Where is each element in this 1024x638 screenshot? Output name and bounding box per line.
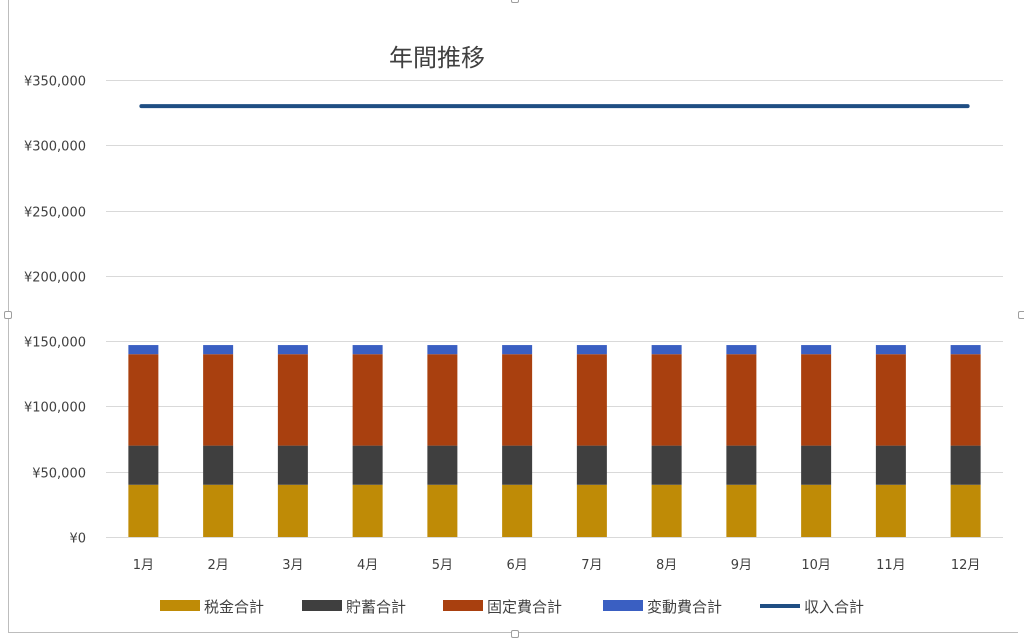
x-tick-label: 10月 (801, 558, 831, 573)
bar-segment (651, 484, 682, 537)
x-tick-label: 9月 (731, 558, 752, 573)
y-tick-label: ¥0 (69, 532, 86, 547)
legend-label: 変動費合計 (647, 598, 722, 616)
x-tick-label: 5月 (432, 558, 453, 573)
bar-segment (576, 345, 607, 355)
y-tick-label: ¥50,000 (32, 467, 86, 482)
x-tick-label: 7月 (581, 558, 602, 573)
legend-swatch (160, 600, 200, 611)
y-tick-label: ¥300,000 (24, 140, 86, 155)
resize-handle-left[interactable] (4, 311, 12, 319)
bar-segment (277, 445, 308, 485)
bar-segment (875, 445, 906, 485)
legend-label: 固定費合計 (487, 598, 562, 616)
bar-segment (128, 354, 159, 446)
bar-segment (352, 484, 383, 537)
bar-segment (352, 354, 383, 446)
y-tick-label: ¥200,000 (24, 271, 86, 286)
legend-swatch (603, 600, 643, 611)
bar-segment (651, 445, 682, 485)
resize-handle-right[interactable] (1018, 311, 1024, 319)
bar-segment (128, 445, 159, 485)
x-tick-label: 11月 (876, 558, 906, 573)
bar-segment (950, 354, 981, 446)
chart-title: 年間推移 (389, 44, 485, 72)
legend-swatch (443, 600, 483, 611)
bar-segment (726, 354, 757, 446)
bar-segment (950, 484, 981, 537)
bar-segment (651, 354, 682, 446)
bar-segment (128, 484, 159, 537)
bar-segment (502, 484, 533, 537)
x-tick-label: 3月 (282, 558, 303, 573)
bar-segment (726, 345, 757, 355)
bar-segment (875, 484, 906, 537)
bar-segment (203, 345, 234, 355)
bar-segment (576, 484, 607, 537)
bar-segment (277, 345, 308, 355)
bar-segment (427, 484, 458, 537)
bar-segment (277, 484, 308, 537)
bar-segment (427, 345, 458, 355)
bar-segment (128, 345, 159, 355)
bar-segment (352, 445, 383, 485)
bar-segment (875, 354, 906, 446)
bar-segment (875, 345, 906, 355)
bar-segment (576, 354, 607, 446)
bar-segment (203, 354, 234, 446)
bar-segment (427, 445, 458, 485)
bar-segment (651, 345, 682, 355)
resize-handle-top[interactable] (511, 0, 519, 3)
bar-segment (502, 354, 533, 446)
legend-label: 貯蓄合計 (346, 598, 406, 616)
y-tick-label: ¥150,000 (24, 336, 86, 351)
x-tick-label: 8月 (656, 558, 677, 573)
bar-segment (726, 484, 757, 537)
x-tick-label: 1月 (133, 558, 154, 573)
bar-segment (726, 445, 757, 485)
legend-label: 収入合計 (804, 598, 864, 616)
bar-segment (502, 345, 533, 355)
bar-segment (203, 484, 234, 537)
bar-segment (801, 354, 832, 446)
bar-segment (352, 345, 383, 355)
x-tick-label: 4月 (357, 558, 378, 573)
bar-segment (950, 445, 981, 485)
y-tick-label: ¥350,000 (24, 75, 86, 90)
y-tick-label: ¥100,000 (24, 401, 86, 416)
bar-segment (203, 445, 234, 485)
bar-segment (950, 345, 981, 355)
bar-segment (801, 345, 832, 355)
y-tick-label: ¥250,000 (24, 206, 86, 221)
x-tick-label: 6月 (506, 558, 527, 573)
x-tick-label: 12月 (951, 558, 981, 573)
bar-segment (801, 484, 832, 537)
bar-segment (427, 354, 458, 446)
x-tick-label: 2月 (207, 558, 228, 573)
legend-label: 税金合計 (204, 598, 264, 616)
bar-segment (801, 445, 832, 485)
bar-segment (502, 445, 533, 485)
bar-segment (576, 445, 607, 485)
legend-swatch (302, 600, 342, 611)
bar-segment (277, 354, 308, 446)
